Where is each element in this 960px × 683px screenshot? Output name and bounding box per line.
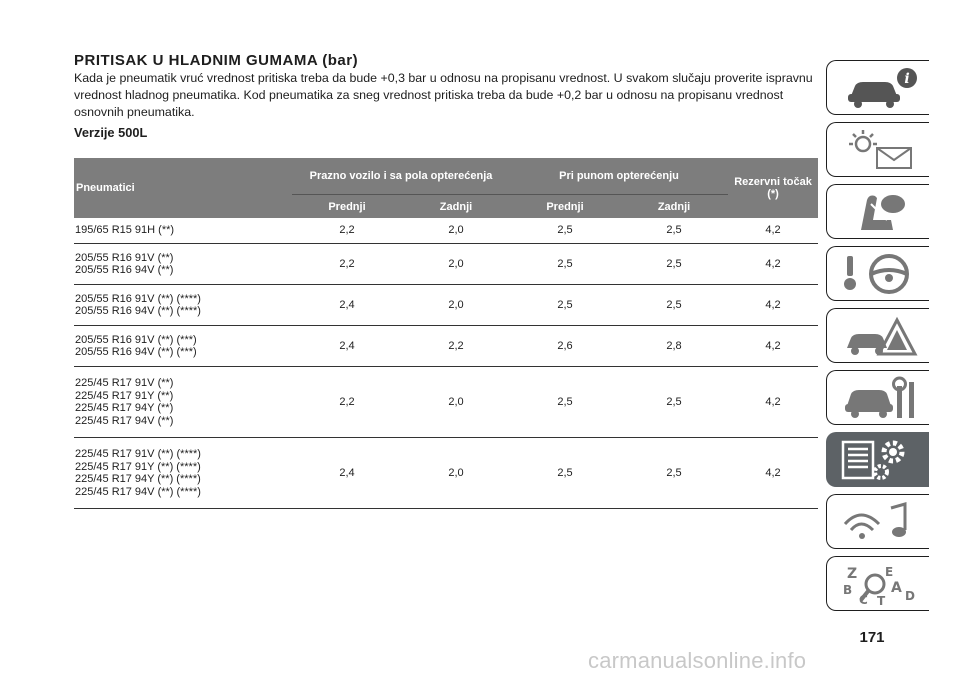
table-row: 195/65 R15 91H (**) 2,2 2,0 2,5 2,5 4,2	[74, 218, 819, 244]
table-row: 205/55 R16 91V (**) (***) 205/55 R16 94V …	[74, 325, 819, 367]
svg-text:B: B	[843, 583, 852, 597]
table-row: 205/55 R16 91V (**) (****) 205/55 R16 94V…	[74, 284, 819, 326]
airbag-seat-icon	[861, 195, 905, 230]
pressure-spare: 4,2	[728, 243, 819, 285]
pressure-rear-full: 2,8	[620, 325, 729, 367]
tab-maintenance[interactable]	[826, 370, 929, 425]
pressure-rear-full: 2,5	[620, 284, 729, 326]
header-tires: Pneumatici	[74, 158, 292, 218]
tab-warning-lights[interactable]	[826, 122, 929, 177]
tire-size: 225/45 R17 94Y (**)	[75, 402, 174, 414]
section-title: PRITISAK U HLADNIM GUMAMA (bar)	[74, 52, 359, 69]
tire-size: 205/55 R16 94V (**) (****)	[75, 305, 201, 317]
intro-paragraph: Kada je pneumatik vruć vrednost pritiska…	[74, 71, 813, 119]
pressure-rear-full: 2,5	[620, 366, 729, 438]
tire-size-cell: 195/65 R15 91H (**)	[74, 218, 292, 244]
pressure-rear-empty: 2,0	[402, 218, 510, 244]
car-maintenance-icon	[845, 376, 914, 418]
pressure-front-empty: 2,4	[292, 325, 402, 367]
multimedia-icon	[843, 502, 907, 539]
pressure-rear-empty: 2,0	[402, 366, 510, 438]
svg-text:T: T	[877, 594, 886, 606]
pressure-front-empty: 2,2	[292, 243, 402, 285]
pressure-spare: 4,2	[728, 366, 819, 438]
table-row: 225/45 R17 91V (**) (****) 225/45 R17 91Y…	[74, 437, 819, 509]
header-empty-load: Prazno vozilo i sa pola opterećenja	[292, 158, 510, 195]
pressure-front-full: 2,6	[510, 325, 620, 367]
pressure-rear-empty: 2,0	[402, 437, 510, 509]
tire-size-cell: 205/55 R16 91V (**) 205/55 R16 94V (**)	[74, 243, 292, 285]
tire-size: 195/65 R15 91H (**)	[75, 224, 175, 237]
pressure-front-full: 2,5	[510, 437, 620, 509]
tire-pressure-table: Pneumatici Prazno vozilo i sa pola opter…	[74, 158, 819, 509]
table-row: 205/55 R16 91V (**) 205/55 R16 94V (**) 2,…	[74, 243, 819, 285]
pressure-rear-full: 2,5	[620, 437, 729, 509]
header-rear-empty: Zadnji	[402, 194, 510, 218]
version-heading: Verzije 500L	[74, 125, 148, 140]
tire-size: 225/45 R17 94V (**)	[75, 414, 174, 427]
pressure-rear-empty: 2,0	[402, 284, 510, 326]
pressure-front-empty: 2,2	[292, 366, 402, 438]
tab-car-info[interactable]: i	[826, 60, 929, 115]
pressure-front-full: 2,5	[510, 284, 620, 326]
emergency-triangle-icon	[847, 316, 918, 356]
pressure-spare: 4,2	[728, 218, 819, 244]
technical-data-icon	[841, 440, 905, 480]
header-front-empty: Prednji	[292, 194, 402, 218]
pressure-front-empty: 2,4	[292, 284, 402, 326]
svg-text:D: D	[905, 589, 915, 603]
tire-size-cell: 225/45 R17 91V (**) (****) 225/45 R17 91Y…	[74, 437, 292, 509]
header-rear-full: Zadnji	[620, 194, 729, 218]
tire-size: 225/45 R17 91Y (**)	[75, 389, 174, 402]
tire-size-cell: 225/45 R17 91V (**) 225/45 R17 91Y (**) 22…	[74, 366, 292, 438]
svg-text:i: i	[904, 71, 909, 87]
alphabetical-index-icon: ZE BA CT D	[843, 565, 915, 606]
tire-size-cell: 205/55 R16 91V (**) (****) 205/55 R16 94V…	[74, 284, 292, 326]
tire-size: 225/45 R17 94V (**) (****)	[75, 485, 201, 498]
pressure-spare: 4,2	[728, 284, 819, 326]
car-info-icon: i	[848, 68, 917, 108]
pressure-front-empty: 2,2	[292, 218, 402, 244]
warning-lights-icon	[849, 130, 912, 169]
pressure-rear-empty: 2,2	[402, 325, 510, 367]
pressure-spare: 4,2	[728, 325, 819, 367]
pressure-front-empty: 2,4	[292, 437, 402, 509]
watermark: carmanualsonline.info	[588, 648, 807, 673]
tire-size: 225/45 R17 91Y (**) (****)	[75, 460, 201, 473]
pressure-rear-full: 2,5	[620, 218, 729, 244]
table-row: 225/45 R17 91V (**) 225/45 R17 91Y (**) 22…	[74, 366, 819, 438]
tab-emergency[interactable]	[826, 308, 929, 363]
pressure-front-full: 2,5	[510, 243, 620, 285]
header-front-full: Prednji	[510, 194, 620, 218]
tire-size: 205/55 R16 94V (**)	[75, 264, 174, 276]
steering-key-icon	[844, 254, 909, 294]
tab-multimedia[interactable]	[826, 494, 929, 549]
header-full-load: Pri punom opterećenju	[510, 158, 729, 195]
tab-index[interactable]: ZE BA CT D	[826, 556, 929, 611]
svg-text:Z: Z	[847, 566, 857, 582]
pressure-rear-full: 2,5	[620, 243, 729, 285]
svg-text:E: E	[885, 565, 893, 579]
header-spare-wheel: Rezervni točak (*)	[728, 158, 819, 218]
tire-size: 225/45 R17 91V (**)	[75, 377, 174, 389]
tab-safety[interactable]	[826, 184, 929, 239]
pressure-front-full: 2,5	[510, 218, 620, 244]
pressure-rear-empty: 2,0	[402, 243, 510, 285]
tab-technical-data[interactable]	[826, 432, 929, 487]
tire-size: 205/55 R16 91V (**)	[75, 251, 174, 264]
page-number: 171	[859, 629, 885, 646]
tire-size-cell: 205/55 R16 91V (**) (***) 205/55 R16 94V …	[74, 325, 292, 367]
tire-size: 225/45 R17 94Y (**) (****)	[75, 473, 201, 485]
tire-size: 225/45 R17 91V (**) (****)	[75, 448, 201, 460]
tire-size: 205/55 R16 91V (**) (***)	[75, 333, 197, 346]
tire-size: 205/55 R16 91V (**) (****)	[75, 292, 201, 305]
tire-size: 205/55 R16 94V (**) (***)	[75, 346, 197, 358]
tab-starting-driving[interactable]	[826, 246, 929, 301]
pressure-front-full: 2,5	[510, 366, 620, 438]
pressure-spare: 4,2	[728, 437, 819, 509]
svg-text:A: A	[891, 580, 902, 596]
